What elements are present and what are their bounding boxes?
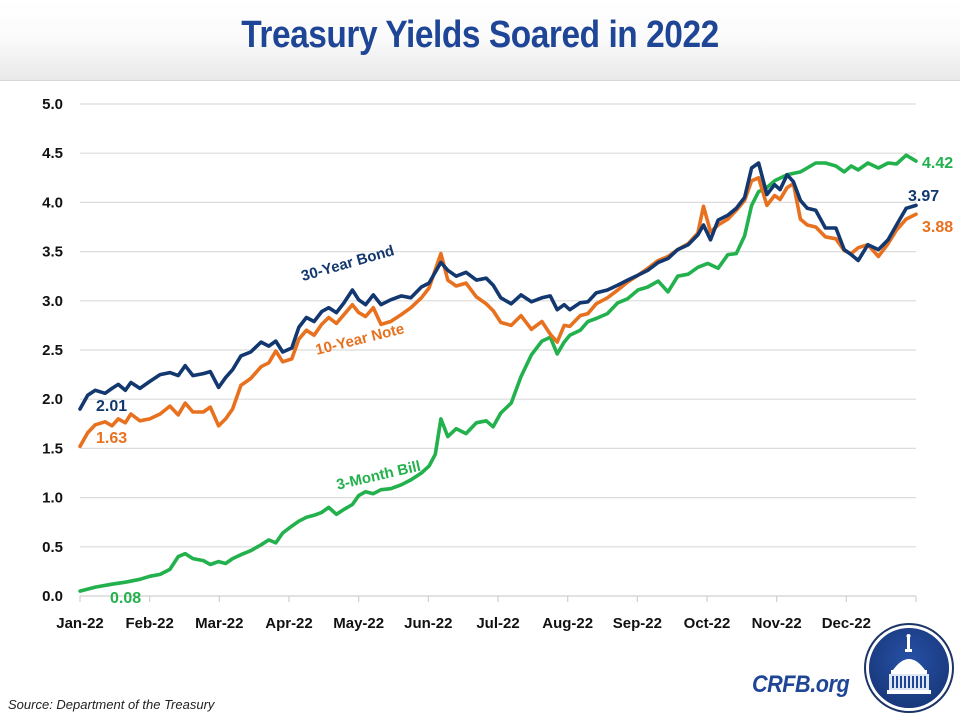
- y-tick-label: 2.5: [42, 342, 63, 359]
- end-value-label: 3.88: [922, 219, 953, 236]
- grid-lines: [80, 103, 916, 597]
- brand-link[interactable]: CRFB.org: [752, 671, 850, 698]
- y-tick-label: 1.5: [42, 440, 63, 457]
- end-value-label: 3.97: [908, 188, 939, 205]
- page-title: Treasury Yields Soared in 2022: [241, 14, 719, 56]
- x-tick-label: Feb-22: [125, 615, 173, 632]
- x-tick-label: Dec-22: [822, 615, 871, 632]
- y-tick-label: 2.0: [42, 391, 63, 408]
- x-tick-label: Jul-22: [476, 615, 519, 632]
- series-name-label: 30-Year Bond: [299, 242, 396, 285]
- start-value-label: 1.63: [96, 430, 127, 447]
- y-axis: 0.0 0.5 1.0 1.5 2.0 2.5 3.0 3.5 4.0 4.5 5.0: [42, 96, 63, 605]
- x-tick-label: Aug-22: [542, 615, 593, 632]
- x-tick-label: Apr-22: [265, 615, 313, 632]
- x-tick-label: Jan-22: [56, 615, 104, 632]
- series-line-30-year-bond: [78, 161, 918, 411]
- y-tick-label: 4.0: [42, 194, 63, 211]
- start-value-label: 0.08: [110, 590, 141, 607]
- x-tick-label: May-22: [333, 615, 384, 632]
- x-tick-label: Oct-22: [684, 615, 731, 632]
- x-tick-label: Jun-22: [404, 615, 452, 632]
- start-value-label: 2.01: [96, 398, 127, 415]
- y-tick-label: 3.0: [42, 293, 63, 310]
- y-tick-label: 3.5: [42, 244, 63, 261]
- header-band: Treasury Yields Soared in 2022: [0, 0, 960, 81]
- series-name-label: 10-Year Note: [314, 320, 406, 358]
- source-note: Source: Department of the Treasury: [8, 697, 215, 712]
- x-tick-label: Sep-22: [613, 615, 662, 632]
- y-tick-label: 4.5: [42, 145, 63, 162]
- x-tick-label: Nov-22: [752, 615, 802, 632]
- y-tick-label: 0.5: [42, 539, 63, 556]
- capitol-dome-icon: [864, 623, 954, 713]
- y-tick-label: 0.0: [42, 588, 63, 605]
- x-axis: Jan-22 Feb-22 Mar-22 Apr-22 May-22 Jun-22 Jul-…: [56, 596, 917, 632]
- y-tick-label: 1.0: [42, 490, 63, 507]
- series-lines: [78, 153, 918, 593]
- series-line-10-year-note: [78, 176, 918, 449]
- y-tick-label: 5.0: [42, 96, 63, 113]
- x-tick-label: Mar-22: [195, 615, 243, 632]
- series-name-label: 3-Month Bill: [335, 458, 422, 494]
- end-value-label: 4.42: [922, 155, 953, 172]
